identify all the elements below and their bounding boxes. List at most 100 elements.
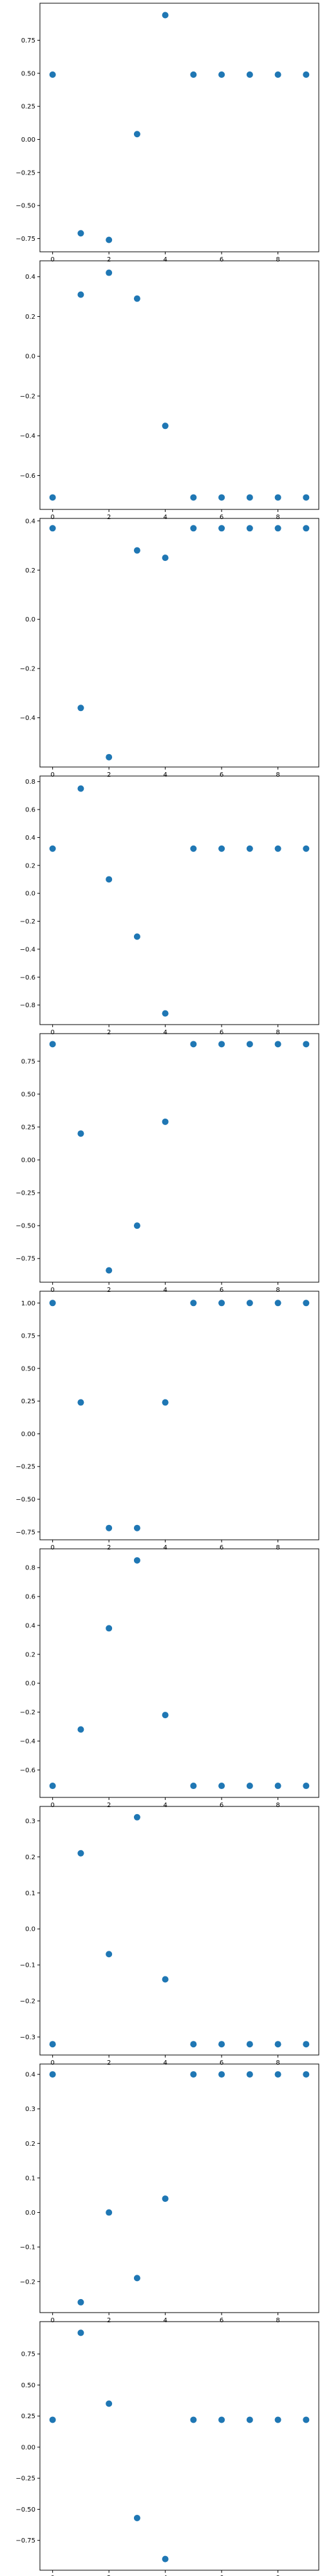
- axes-frame: [39, 1291, 319, 1540]
- y-tick-label: −0.6: [20, 974, 35, 981]
- y-tick-label: 0.0: [25, 354, 35, 361]
- y-tick-label: 0.25: [21, 1398, 35, 1405]
- y-tick-label: 0.6: [25, 807, 35, 814]
- x-tick-label: 4: [163, 2317, 167, 2324]
- x-tick-label: 4: [163, 256, 167, 263]
- x-tick-label: 6: [220, 772, 223, 779]
- data-point: [190, 2071, 197, 2078]
- x-tick-label: 0: [50, 1029, 54, 1036]
- data-point: [218, 2041, 225, 2048]
- x-tick-label: 6: [220, 256, 223, 263]
- x-tick-label: 2: [107, 1802, 111, 1809]
- axes-frame: [39, 1806, 319, 2056]
- data-point: [162, 2195, 169, 2202]
- data-point: [246, 525, 253, 532]
- data-point: [190, 71, 197, 78]
- y-tick-label: 0.25: [21, 104, 35, 111]
- x-tick-label: 8: [276, 1802, 279, 1809]
- x-tick-label: 8: [276, 2575, 279, 2576]
- y-tick-label: 0.00: [21, 1157, 35, 1164]
- y-tick-label: 0.0: [25, 891, 35, 898]
- y-tick-label: 0.75: [21, 1058, 35, 1065]
- data-point: [162, 1118, 169, 1125]
- x-tick-label: 4: [163, 1029, 167, 1036]
- data-point: [274, 2416, 281, 2423]
- y-tick-label: −0.25: [15, 1464, 35, 1471]
- data-point: [49, 1041, 56, 1048]
- scatter-panel: −0.3 −0.2 −0.1 0.0 0.1 0.2 0.3 0 2 4 6 8: [20, 1806, 319, 2067]
- y-tick-label: −0.2: [20, 1709, 35, 1716]
- data-point: [49, 1300, 56, 1307]
- x-tick-label: 8: [276, 1029, 279, 1036]
- data-point: [190, 2041, 197, 2048]
- data-point: [133, 547, 140, 554]
- x-tick-label: 4: [163, 514, 167, 521]
- data-point: [274, 1041, 281, 1048]
- data-point: [77, 1399, 84, 1406]
- y-tick-label: −0.3: [20, 2034, 35, 2041]
- y-tick-label: 0.3: [25, 2106, 35, 2113]
- scatter-panel: −0.8 −0.6 −0.4 −0.2 0.0 0.2 0.4 0.6 0.8 0 2 4 6 8: [20, 775, 319, 1036]
- y-tick-label: −0.25: [15, 2476, 35, 2483]
- y-tick-label: 0.8: [25, 779, 35, 786]
- y-tick-label: −0.2: [20, 666, 35, 673]
- data-point: [190, 2416, 197, 2423]
- x-tick-label: 8: [276, 2317, 279, 2324]
- x-tick-label: 6: [220, 514, 223, 521]
- data-point: [246, 494, 253, 501]
- x-tick-label: 0: [50, 772, 54, 779]
- x-tick-label: 8: [276, 772, 279, 779]
- scatter-panel: −0.75 −0.50 −0.25 0.00 0.25 0.50 0.75 0 2 4 6 8: [15, 2321, 319, 2576]
- scatter-panel: −0.2 −0.1 0.0 0.1 0.2 0.3 0.4 0 2 4 6 8: [20, 2063, 319, 2324]
- data-point: [162, 1712, 169, 1719]
- data-point: [133, 1222, 140, 1229]
- y-tick-label: −0.4: [20, 433, 35, 440]
- data-point: [246, 2041, 253, 2048]
- x-tick-label: 0: [50, 1287, 54, 1294]
- y-tick-label: 0.4: [25, 1622, 35, 1629]
- y-tick-label: −0.75: [15, 1529, 35, 1536]
- data-point: [77, 291, 84, 298]
- scatter-panel: −0.75 −0.50 −0.25 0.00 0.25 0.50 0.75 0 2 4 6 8: [15, 3, 319, 263]
- y-tick-label: −0.8: [20, 1002, 35, 1009]
- x-tick-label: 6: [220, 2317, 223, 2324]
- data-point: [133, 2275, 140, 2282]
- data-point: [162, 1976, 169, 1983]
- data-point: [303, 2041, 310, 2048]
- data-point: [162, 422, 169, 430]
- data-point: [106, 236, 113, 243]
- y-tick-label: −0.75: [15, 2537, 35, 2544]
- y-tick-label: 0.0: [25, 1926, 35, 1933]
- data-point: [190, 1783, 197, 1790]
- y-tick-label: 0.2: [25, 1854, 35, 1861]
- data-point: [106, 2400, 113, 2407]
- y-tick-label: 0.2: [25, 1651, 35, 1658]
- axes-frame: [39, 2321, 319, 2571]
- data-point: [133, 131, 140, 138]
- data-point: [274, 2071, 281, 2078]
- data-point: [49, 1783, 56, 1790]
- data-point: [162, 12, 169, 19]
- x-tick-label: 2: [107, 256, 111, 263]
- x-tick-label: 4: [163, 2060, 167, 2067]
- x-tick-label: 6: [220, 1287, 223, 1294]
- data-point: [246, 1300, 253, 1307]
- y-tick-label: 0.2: [25, 567, 35, 574]
- x-tick-label: 2: [107, 2575, 111, 2576]
- y-tick-label: 0.2: [25, 862, 35, 869]
- y-tick-label: −0.25: [15, 169, 35, 176]
- data-point: [190, 845, 197, 852]
- data-point: [77, 2298, 84, 2306]
- scatter-panel: −0.6 −0.4 −0.2 0.0 0.2 0.4 0 2 4 6 8: [20, 260, 319, 521]
- data-point: [303, 845, 310, 852]
- data-point: [274, 2041, 281, 2048]
- y-tick-label: −0.2: [20, 393, 35, 400]
- x-tick-label: 8: [276, 2060, 279, 2067]
- data-point: [133, 1524, 140, 1531]
- data-point: [49, 525, 56, 532]
- y-tick-label: −0.2: [20, 918, 35, 925]
- y-tick-label: 0.50: [21, 2382, 35, 2389]
- y-tick-label: −0.6: [20, 473, 35, 480]
- y-tick-label: −0.50: [15, 1223, 35, 1230]
